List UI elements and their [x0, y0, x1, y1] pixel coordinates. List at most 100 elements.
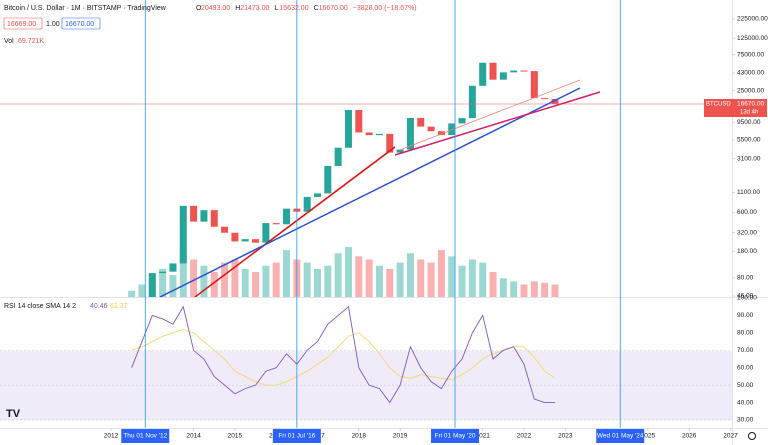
candle: [314, 193, 321, 197]
date-marker-label: Fri 01 May '20: [435, 433, 476, 440]
candle: [241, 239, 249, 242]
candle: [530, 71, 538, 99]
ohlc-key: H: [235, 5, 240, 12]
candle: [417, 118, 425, 127]
volume-bar: [396, 262, 404, 297]
volume-bar: [169, 275, 177, 297]
sell-button[interactable]: [3, 17, 43, 30]
volume-bar: [489, 272, 497, 297]
candle: [541, 98, 549, 100]
candle: [159, 271, 167, 274]
vol-label: Vol: [4, 38, 14, 45]
date-marker-box: [272, 429, 321, 443]
qty: 1.00: [46, 21, 60, 28]
volume-bar: [303, 262, 311, 297]
settings-icon[interactable]: [748, 432, 756, 440]
ohlc-value: 20493.00: [201, 5, 230, 12]
time-tick-label: 2022: [517, 433, 532, 440]
volume-bar: [210, 272, 218, 297]
volume-bar: [468, 259, 476, 297]
date-marker-label: Fri 01 Jul '16: [278, 433, 315, 440]
candle: [169, 263, 177, 272]
candle: [344, 110, 352, 148]
date-marker-box: [596, 429, 645, 443]
candle: [427, 126, 435, 132]
rsi-tick-label: 70.00: [737, 347, 754, 354]
drawings: [0, 79, 732, 297]
candle: [221, 226, 229, 233]
rsi-sma-value: 61.37: [110, 303, 128, 310]
time-tick-label: 2014: [186, 433, 201, 440]
candle: [499, 72, 507, 80]
candle: [468, 85, 476, 119]
candle: [324, 165, 332, 194]
candle: [262, 223, 270, 243]
ohlc-value: 16670.00: [319, 5, 348, 12]
buy-button[interactable]: [61, 17, 101, 30]
trend-line: [399, 79, 581, 151]
volume-bar: [200, 265, 208, 297]
rsi-tick-label: 100.00: [737, 295, 757, 302]
volume-bar: [241, 268, 249, 297]
ohlc-key: C: [314, 5, 319, 12]
volume-bar: [458, 265, 466, 297]
ohlc-value: 21473.00: [240, 5, 269, 12]
price-tick-label: 25000.00: [737, 87, 764, 94]
rsi-tick-label: 50.00: [737, 382, 754, 389]
trend-line: [394, 91, 601, 156]
price-tick-label: 75000.00: [737, 52, 764, 59]
volume-bar: [520, 284, 528, 297]
volume-bar: [530, 281, 538, 297]
price-symbol: BTCUSD: [706, 102, 731, 108]
price-tick-label: 1100.00: [737, 189, 760, 196]
candle: [520, 70, 528, 72]
time-tick-label: 2026: [682, 433, 697, 440]
candle: [479, 62, 487, 86]
date-marker-box: [121, 429, 170, 443]
time-tick-label: 2027: [723, 433, 738, 440]
volume-bar: [344, 247, 352, 297]
volume-bar: [314, 268, 321, 297]
volume-bar: [355, 256, 363, 297]
price-tick-label: 3100.00: [737, 155, 761, 162]
candle: [448, 123, 456, 136]
candle: [190, 205, 198, 222]
candle: [458, 118, 466, 124]
tv-logo: TV: [6, 408, 21, 420]
vol-value: 69.721K: [18, 38, 44, 45]
symbol-title: Bitcoin / U.S. Dollar · 1M · BITSTAMP · …: [4, 5, 167, 12]
price-tick-label: 5500.00: [737, 137, 761, 144]
volume-bar: [334, 253, 342, 297]
candle: [231, 232, 239, 242]
volume-bar: [365, 259, 373, 297]
volume-bar: [138, 284, 146, 297]
candle: [303, 196, 311, 212]
volume-bar: [417, 259, 425, 297]
rsi-line: [131, 305, 555, 404]
time-tick-label: 2012: [104, 433, 119, 440]
volume-bar: [375, 265, 383, 297]
ohlc-key: O: [196, 5, 202, 12]
date-marker-box: [431, 429, 480, 443]
volume-bar: [283, 250, 291, 297]
rsi-tick-label: 90.00: [737, 312, 754, 319]
volume-bar: [190, 259, 198, 297]
price-tick-label: 43000.00: [737, 70, 764, 77]
price-tick-label: 180.00: [737, 248, 757, 255]
volume-bar: [499, 278, 507, 297]
volume-bar: [406, 253, 414, 297]
price-tick-label: 46.00: [737, 293, 754, 300]
candle: [489, 62, 497, 80]
volume-bar: [479, 262, 487, 297]
bid: 16669.00: [7, 21, 36, 28]
volume-bar: [324, 265, 332, 297]
price-tick-label: 600.00: [737, 209, 757, 216]
candle: [272, 223, 280, 225]
candle: [375, 133, 383, 136]
volume-bar: [551, 284, 559, 297]
ohlc-key: L: [274, 5, 278, 12]
rsi-tick-label: 80.00: [737, 330, 754, 337]
rsi-sma-line: [131, 328, 556, 386]
